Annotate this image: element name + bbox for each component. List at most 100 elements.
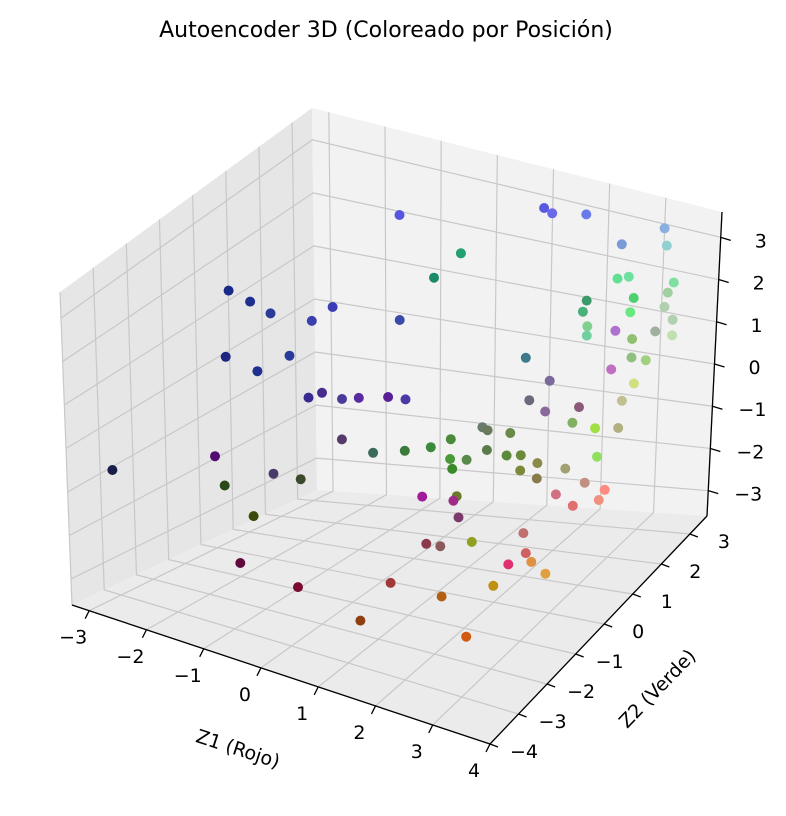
data-point [293,582,303,593]
data-point [219,480,230,491]
x-gridline [260,155,498,669]
data-point [220,351,231,362]
data-point [577,306,588,317]
data-point [245,296,256,307]
data-point [268,468,279,479]
data-point [394,210,405,220]
data-point [435,541,446,552]
x-tick-label: −2 [116,646,144,668]
data-point [488,580,499,591]
data-point [436,591,447,602]
y-tick-mark [546,683,556,688]
x-tick-mark [313,686,319,696]
data-point [613,423,624,433]
z-gridline [64,245,717,406]
x-gridline [203,140,442,650]
data-point [515,465,526,476]
z-tick-label: 0 [748,357,760,379]
y-gridline [258,146,662,565]
data-point [547,208,558,219]
data-point [662,287,673,298]
x-tick-mark [84,610,90,620]
data-point [582,321,593,332]
y-tick-label: −3 [539,711,567,733]
x-tick-mark [428,724,434,734]
left-pane [60,108,317,605]
z-gridline [65,298,715,450]
data-point [501,450,512,461]
data-point [515,450,526,461]
z-tick-mark [720,236,731,241]
data-point [306,315,317,326]
data-point [482,425,493,436]
data-point [445,434,456,445]
data-point [503,559,514,570]
y-gridline [192,195,605,625]
data-point [355,615,366,626]
y-tick-label: −2 [567,681,595,703]
data-point [623,271,634,282]
z-tick-label: −2 [736,441,764,463]
z-tick-mark [710,447,721,453]
x-gridline [88,112,334,612]
data-point [560,463,571,474]
x-tick-mark [485,743,491,753]
data-point [466,536,477,547]
data-point [659,223,670,234]
y-tick-label: 1 [661,591,673,613]
x-tick-label: 0 [239,684,251,706]
x-tick-label: 4 [468,760,480,782]
z-tick-mark [712,405,723,410]
z-tick-mark [718,278,729,284]
floor-pane [72,490,707,744]
data-point [612,273,623,284]
data-point [453,512,464,523]
data-point [425,442,436,453]
y-tick-label: 3 [718,531,730,553]
x-tick-label: 3 [411,741,423,763]
data-point [667,330,678,341]
y-gridline [158,219,576,655]
data-point [399,445,410,456]
x-tick-mark [370,705,377,715]
data-point [429,272,439,283]
y-tick-mark [603,623,613,628]
data-point [581,330,592,341]
data-point [625,307,636,318]
data-point [592,451,602,462]
x-tick-label: −1 [174,665,202,687]
data-point [394,315,405,325]
data-point [317,387,327,398]
z-gridline [67,351,713,493]
data-point [284,350,295,361]
back-pane [312,108,722,516]
z-tick-mark [716,321,727,326]
data-point [481,445,492,455]
y-tick-mark [661,563,670,568]
z-tick-label: 3 [755,230,767,252]
data-point [579,477,590,488]
scatter-points [107,203,679,642]
data-point [295,474,306,485]
data-point [252,366,263,377]
data-point [567,500,578,511]
data-point [447,463,458,474]
data-point [337,394,347,404]
data-point [336,434,347,445]
z-tick-mark [714,363,725,368]
data-point [661,240,672,251]
data-point [368,447,379,458]
data-point [606,364,617,375]
x-tick-label: 2 [353,722,365,744]
data-point [210,451,220,462]
x-axis-label: Z1 (Rojo) [193,725,282,773]
y-axis-label: Z2 (Verde) [615,645,701,733]
y-axis-line [489,515,708,745]
data-point [567,417,578,428]
x-gridline [317,169,555,688]
data-point [520,352,531,363]
z-tick-label: −1 [738,399,766,421]
data-point [303,392,314,403]
data-point [505,428,516,438]
